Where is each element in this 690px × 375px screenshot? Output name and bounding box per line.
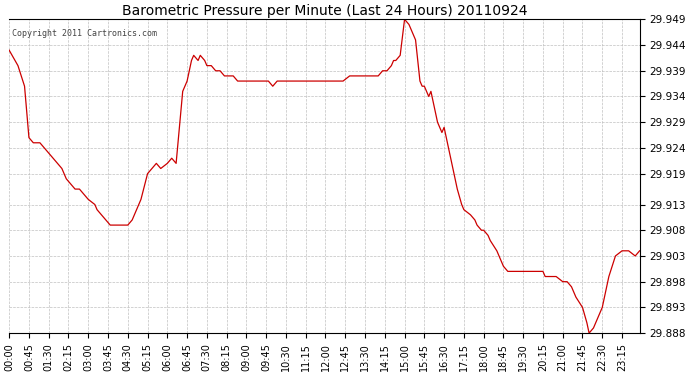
Text: Copyright 2011 Cartronics.com: Copyright 2011 Cartronics.com	[12, 29, 157, 38]
Title: Barometric Pressure per Minute (Last 24 Hours) 20110924: Barometric Pressure per Minute (Last 24 …	[121, 4, 527, 18]
